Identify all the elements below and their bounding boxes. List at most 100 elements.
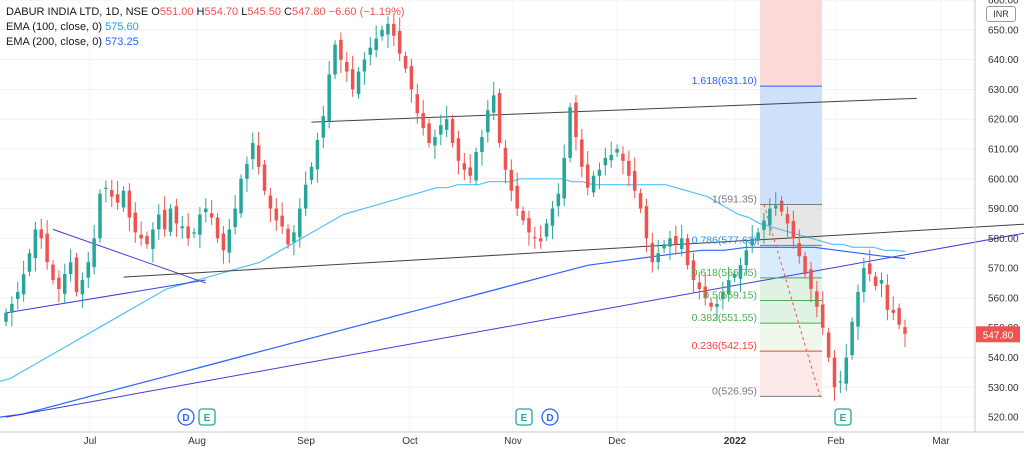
- candle-body: [209, 213, 214, 218]
- candle-body: [685, 238, 690, 266]
- fib-label-0.382: 0.382(551.55): [692, 312, 757, 324]
- candle-body: [750, 238, 754, 246]
- candle-body: [215, 217, 220, 239]
- candle-body: [333, 44, 337, 75]
- candle-body: [409, 66, 414, 90]
- candle-body: [709, 302, 713, 307]
- candle-body: [21, 274, 26, 295]
- marker-letter: D: [182, 413, 189, 424]
- candle-body: [738, 265, 743, 279]
- ohlc-label-l: L: [241, 6, 248, 18]
- candle-body: [339, 39, 343, 60]
- ohlc-values: O551.00 H554.70 L545.50 C547.80: [151, 6, 328, 18]
- fib-label-0.786: 0.786(577.63): [692, 234, 757, 246]
- candle-body: [674, 235, 678, 245]
- earnings-icon: [834, 408, 852, 426]
- candle-body: [233, 208, 237, 228]
- ohlc-value-c: 547.80: [291, 6, 329, 18]
- legend-ema100-row[interactable]: EMA (100, close, 0) 575.60: [6, 20, 405, 35]
- marker-letter: E: [204, 413, 211, 424]
- last-price-tag: 547.80: [976, 326, 1020, 343]
- candle-body: [580, 139, 584, 167]
- candle-body: [145, 235, 149, 245]
- dividend-marker[interactable]: D: [177, 408, 195, 426]
- candle-body: [256, 145, 261, 167]
- candle-body: [239, 178, 243, 214]
- candle-body: [638, 193, 643, 209]
- time-tick-label: Mar: [932, 436, 950, 447]
- currency-badge[interactable]: INR: [986, 6, 1016, 22]
- candle-body: [110, 190, 114, 197]
- candle-body: [27, 253, 32, 272]
- candle-body: [57, 277, 61, 289]
- candle-body: [538, 238, 543, 242]
- candle-body: [221, 233, 226, 251]
- legend-ema200-row[interactable]: EMA (200, close, 0) 573.25: [6, 35, 405, 50]
- candle-body: [450, 119, 455, 144]
- ohlc-label-h: H: [196, 6, 205, 18]
- candle-body: [533, 237, 537, 239]
- candle-body: [632, 171, 637, 191]
- candle-body: [415, 94, 420, 114]
- candle-body: [462, 163, 467, 170]
- candle-body: [180, 226, 185, 229]
- candle-body: [726, 280, 731, 295]
- candle-body: [315, 140, 320, 170]
- candle-body: [392, 23, 396, 36]
- candle-body: [762, 220, 766, 231]
- candle-body: [286, 228, 290, 245]
- candle-body: [139, 234, 143, 239]
- ohlc-label-c: C: [284, 6, 292, 18]
- candle-body: [427, 123, 431, 144]
- candle-body: [715, 303, 719, 307]
- candle-body: [809, 269, 813, 289]
- candle-body: [597, 169, 602, 176]
- price-tick-label: 580.00: [988, 234, 1019, 245]
- candle-body: [16, 291, 20, 300]
- candle-body: [251, 143, 255, 160]
- dividend-icon: [177, 408, 195, 426]
- dividend-marker[interactable]: D: [541, 408, 559, 426]
- price-tick-label: 640.00: [988, 55, 1019, 66]
- candle-body: [92, 238, 96, 267]
- candle-body: [298, 208, 302, 238]
- trendlines: [5, 97, 1024, 418]
- time-tick-label: Oct: [402, 436, 418, 447]
- fib-zone-upper: [760, 0, 822, 87]
- candle-body: [867, 263, 872, 275]
- candle-body: [33, 229, 38, 259]
- candle-body: [785, 213, 790, 224]
- earnings-marker[interactable]: E: [198, 408, 216, 426]
- candle-body: [603, 157, 608, 166]
- candle-body: [374, 38, 378, 51]
- candle-body: [39, 229, 44, 239]
- candle-body: [309, 166, 314, 180]
- candle-body: [421, 113, 425, 129]
- candle-body: [350, 69, 355, 90]
- candle-body: [627, 160, 631, 176]
- trendline: [311, 97, 917, 123]
- candle-body: [168, 208, 173, 232]
- price-change: −6.60 (−1.19%): [328, 6, 405, 18]
- candle-body: [803, 256, 807, 275]
- fib-zone-0382: [760, 323, 822, 352]
- candle-body: [574, 102, 578, 138]
- earnings-marker[interactable]: E: [834, 408, 852, 426]
- ohlc-value-h: 554.70: [204, 6, 242, 18]
- candle-body: [4, 312, 8, 322]
- candle-body: [556, 193, 561, 207]
- time-tick-label: 2022: [724, 436, 747, 447]
- candle-body: [527, 218, 531, 233]
- candle-body: [609, 154, 613, 161]
- price-tick-label: 520.00: [988, 413, 1019, 424]
- candle-body: [497, 92, 502, 144]
- candle-body: [773, 205, 778, 209]
- chart-legend: DABUR INDIA LTD, 1D, NSE O551.00 H554.70…: [6, 5, 405, 50]
- candle-body: [691, 260, 696, 281]
- earnings-marker[interactable]: E: [515, 408, 533, 426]
- price-tick-label: 530.00: [988, 383, 1019, 394]
- earnings-icon: [198, 408, 216, 426]
- ema200-label: EMA (200, close, 0): [6, 36, 102, 48]
- price-tick-label: 540.00: [988, 353, 1019, 364]
